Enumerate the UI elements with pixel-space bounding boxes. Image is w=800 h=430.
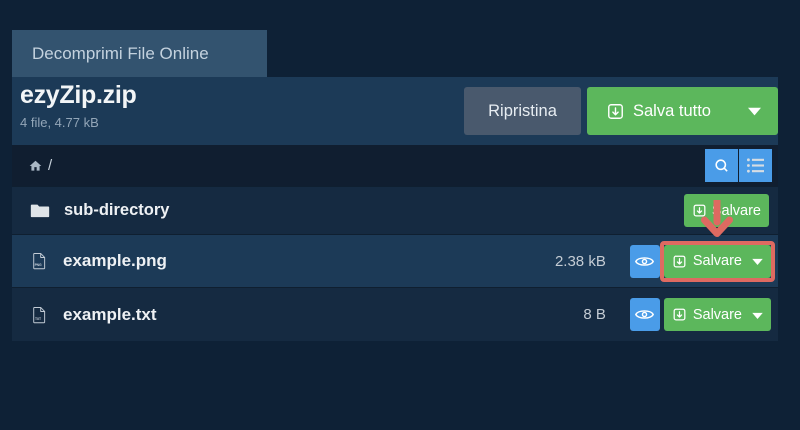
svg-text:PNG: PNG xyxy=(35,263,42,267)
svg-text:TXT: TXT xyxy=(35,316,42,320)
